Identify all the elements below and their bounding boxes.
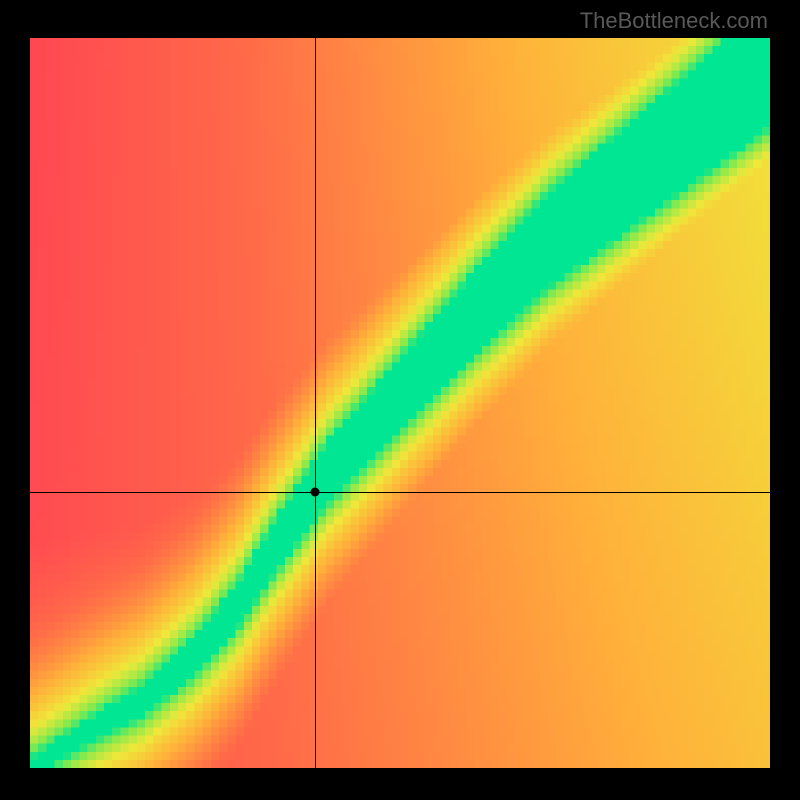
heatmap-plot <box>30 38 770 768</box>
crosshair-vertical <box>315 38 316 768</box>
watermark-text: TheBottleneck.com <box>580 8 768 34</box>
selection-marker <box>310 488 319 497</box>
crosshair-horizontal <box>30 492 770 493</box>
heatmap-canvas <box>30 38 770 768</box>
